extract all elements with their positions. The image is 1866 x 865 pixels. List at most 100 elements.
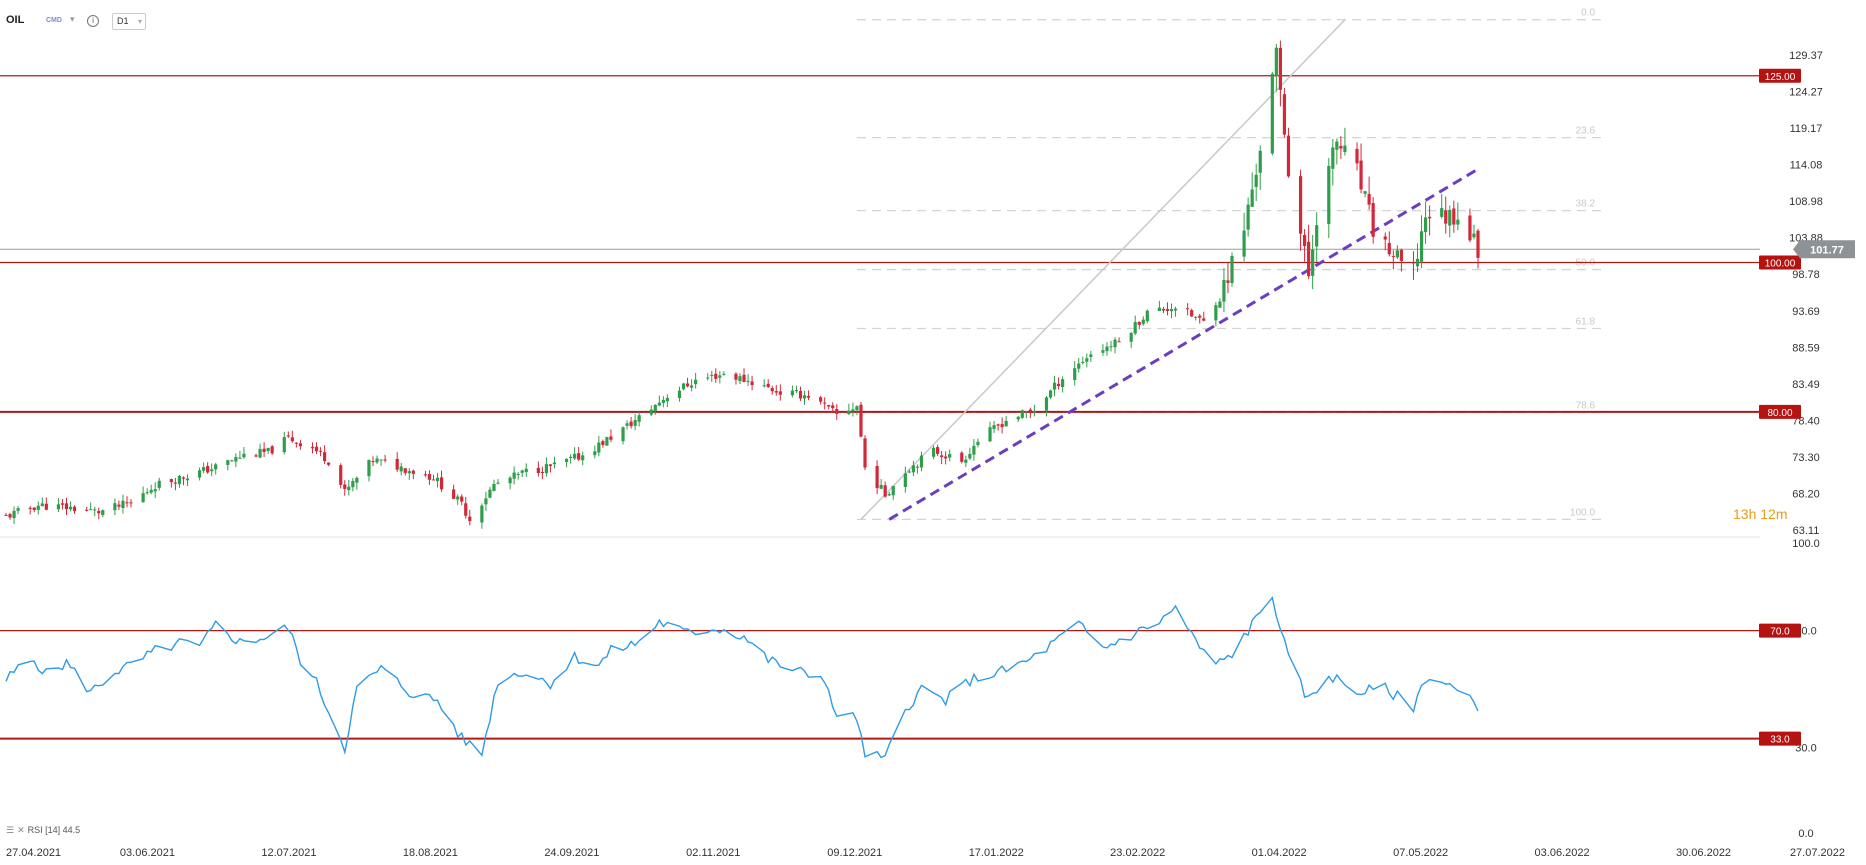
candle-body xyxy=(431,479,436,481)
candle-body xyxy=(206,465,210,473)
candle-body xyxy=(8,514,12,518)
candle-body xyxy=(746,380,750,382)
candle-body xyxy=(1214,305,1218,321)
candle-body xyxy=(629,421,633,427)
candle-body xyxy=(847,410,851,415)
candle-body xyxy=(1415,258,1420,267)
level-tag: 100.00 xyxy=(1765,258,1796,269)
candle-body xyxy=(903,473,907,487)
candle-body xyxy=(1137,321,1141,325)
candle-body xyxy=(399,466,403,472)
candle-body xyxy=(1258,150,1262,173)
candle-body xyxy=(113,503,117,511)
candle-body xyxy=(544,464,549,474)
candle-body xyxy=(766,383,770,387)
date-tick-label: 07.05.2022 xyxy=(1393,847,1448,859)
candle-body xyxy=(802,395,807,399)
candle-body xyxy=(298,443,303,447)
candle-body xyxy=(427,474,432,480)
level-tag: 125.00 xyxy=(1765,72,1796,83)
candle-body xyxy=(1419,231,1424,262)
candle-body xyxy=(919,455,924,468)
candle-body xyxy=(601,441,605,445)
candle-body xyxy=(375,458,379,463)
candle-body xyxy=(343,484,347,490)
symbol-name[interactable]: OIL xyxy=(6,14,25,26)
candle-body xyxy=(790,390,795,396)
candle-body xyxy=(93,509,97,511)
chevron-down-icon[interactable]: ▾ xyxy=(70,14,75,24)
candle-body xyxy=(202,467,206,471)
candle-body xyxy=(36,505,40,510)
rsi-pane[interactable] xyxy=(0,596,1760,759)
candle-body xyxy=(1028,409,1032,412)
candle-body xyxy=(1452,208,1456,225)
date-tick-label: 27.04.2021 xyxy=(6,847,61,859)
candle-body xyxy=(831,405,835,409)
candle-body xyxy=(1157,307,1162,311)
candle-body xyxy=(750,381,754,386)
timeframe-select[interactable]: D1 ▾ xyxy=(112,13,146,30)
candle-body xyxy=(1000,424,1004,428)
candle-body xyxy=(1004,420,1008,427)
candle-body xyxy=(718,375,722,378)
date-tick-label: 24.09.2021 xyxy=(544,847,599,859)
candle-body xyxy=(1089,354,1093,357)
candle-body xyxy=(28,507,32,509)
candle-body xyxy=(1286,135,1291,177)
candle-body xyxy=(1367,193,1371,205)
candle-body xyxy=(72,506,77,512)
settings-icon[interactable]: ☰ xyxy=(6,825,15,835)
candle-body xyxy=(1230,256,1234,284)
candle-body xyxy=(1311,249,1315,276)
candle-body xyxy=(1254,174,1258,187)
candle-body xyxy=(1081,361,1085,363)
candle-body xyxy=(1109,346,1113,348)
candle-body xyxy=(875,466,879,489)
candle-body xyxy=(1315,225,1319,247)
candle-body xyxy=(242,453,246,458)
candle-body xyxy=(318,450,323,452)
rsi-label-text: RSI [14] 44.5 xyxy=(27,825,81,835)
candle-body xyxy=(1061,379,1065,388)
candle-body xyxy=(681,383,686,390)
candle-body xyxy=(1444,210,1448,224)
candle-body xyxy=(1359,160,1363,190)
candle-body xyxy=(1395,250,1399,258)
candle-body xyxy=(371,461,375,463)
candle-body xyxy=(1298,176,1303,234)
candle-body xyxy=(1250,189,1254,207)
candle-body xyxy=(968,453,972,459)
candle-body xyxy=(605,437,609,446)
candle-body xyxy=(226,460,230,465)
candle-body xyxy=(282,437,286,453)
candle-body xyxy=(234,456,238,462)
close-icon[interactable]: ✕ xyxy=(17,825,25,835)
price-tick-label: 98.78 xyxy=(1792,269,1820,281)
candle-body xyxy=(181,477,186,479)
candle-body xyxy=(911,465,916,473)
candle-body xyxy=(714,373,718,379)
candle-body xyxy=(992,425,996,429)
candle-body xyxy=(1278,47,1282,90)
info-icon[interactable]: i xyxy=(87,15,99,27)
candle-body xyxy=(484,498,488,505)
candle-body xyxy=(915,466,920,468)
rsi-indicator-label[interactable]: ☰ ✕ RSI [14] 44.5 xyxy=(6,825,80,836)
candle-body xyxy=(1073,368,1077,380)
candle-body xyxy=(552,462,557,465)
fib-level-label: 0.0 xyxy=(1581,8,1595,19)
candle-body xyxy=(633,419,637,426)
candle-body xyxy=(492,483,496,491)
price-tick-label: 93.69 xyxy=(1792,306,1820,318)
candle-body xyxy=(798,391,803,399)
candle-body xyxy=(266,447,270,452)
level-tag-bg xyxy=(1759,404,1801,419)
candle-body xyxy=(859,404,863,437)
candle-body xyxy=(1129,333,1133,342)
candle-body xyxy=(327,462,331,465)
price-tick-label: 63.11 xyxy=(1793,525,1820,537)
candle-body xyxy=(270,446,274,454)
